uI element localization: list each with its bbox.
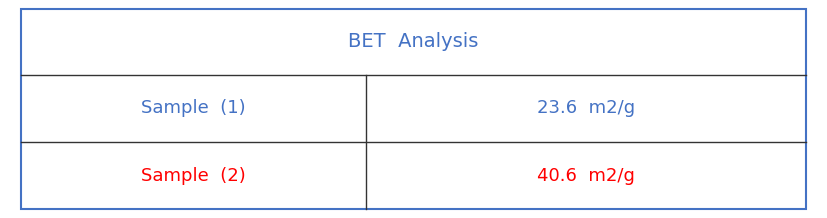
Text: 23.6  m2/g: 23.6 m2/g [538, 99, 635, 118]
Text: Sample  (1): Sample (1) [141, 99, 246, 118]
Text: Sample  (2): Sample (2) [141, 167, 246, 185]
Text: BET  Analysis: BET Analysis [348, 32, 479, 51]
Text: 40.6  m2/g: 40.6 m2/g [538, 167, 635, 185]
